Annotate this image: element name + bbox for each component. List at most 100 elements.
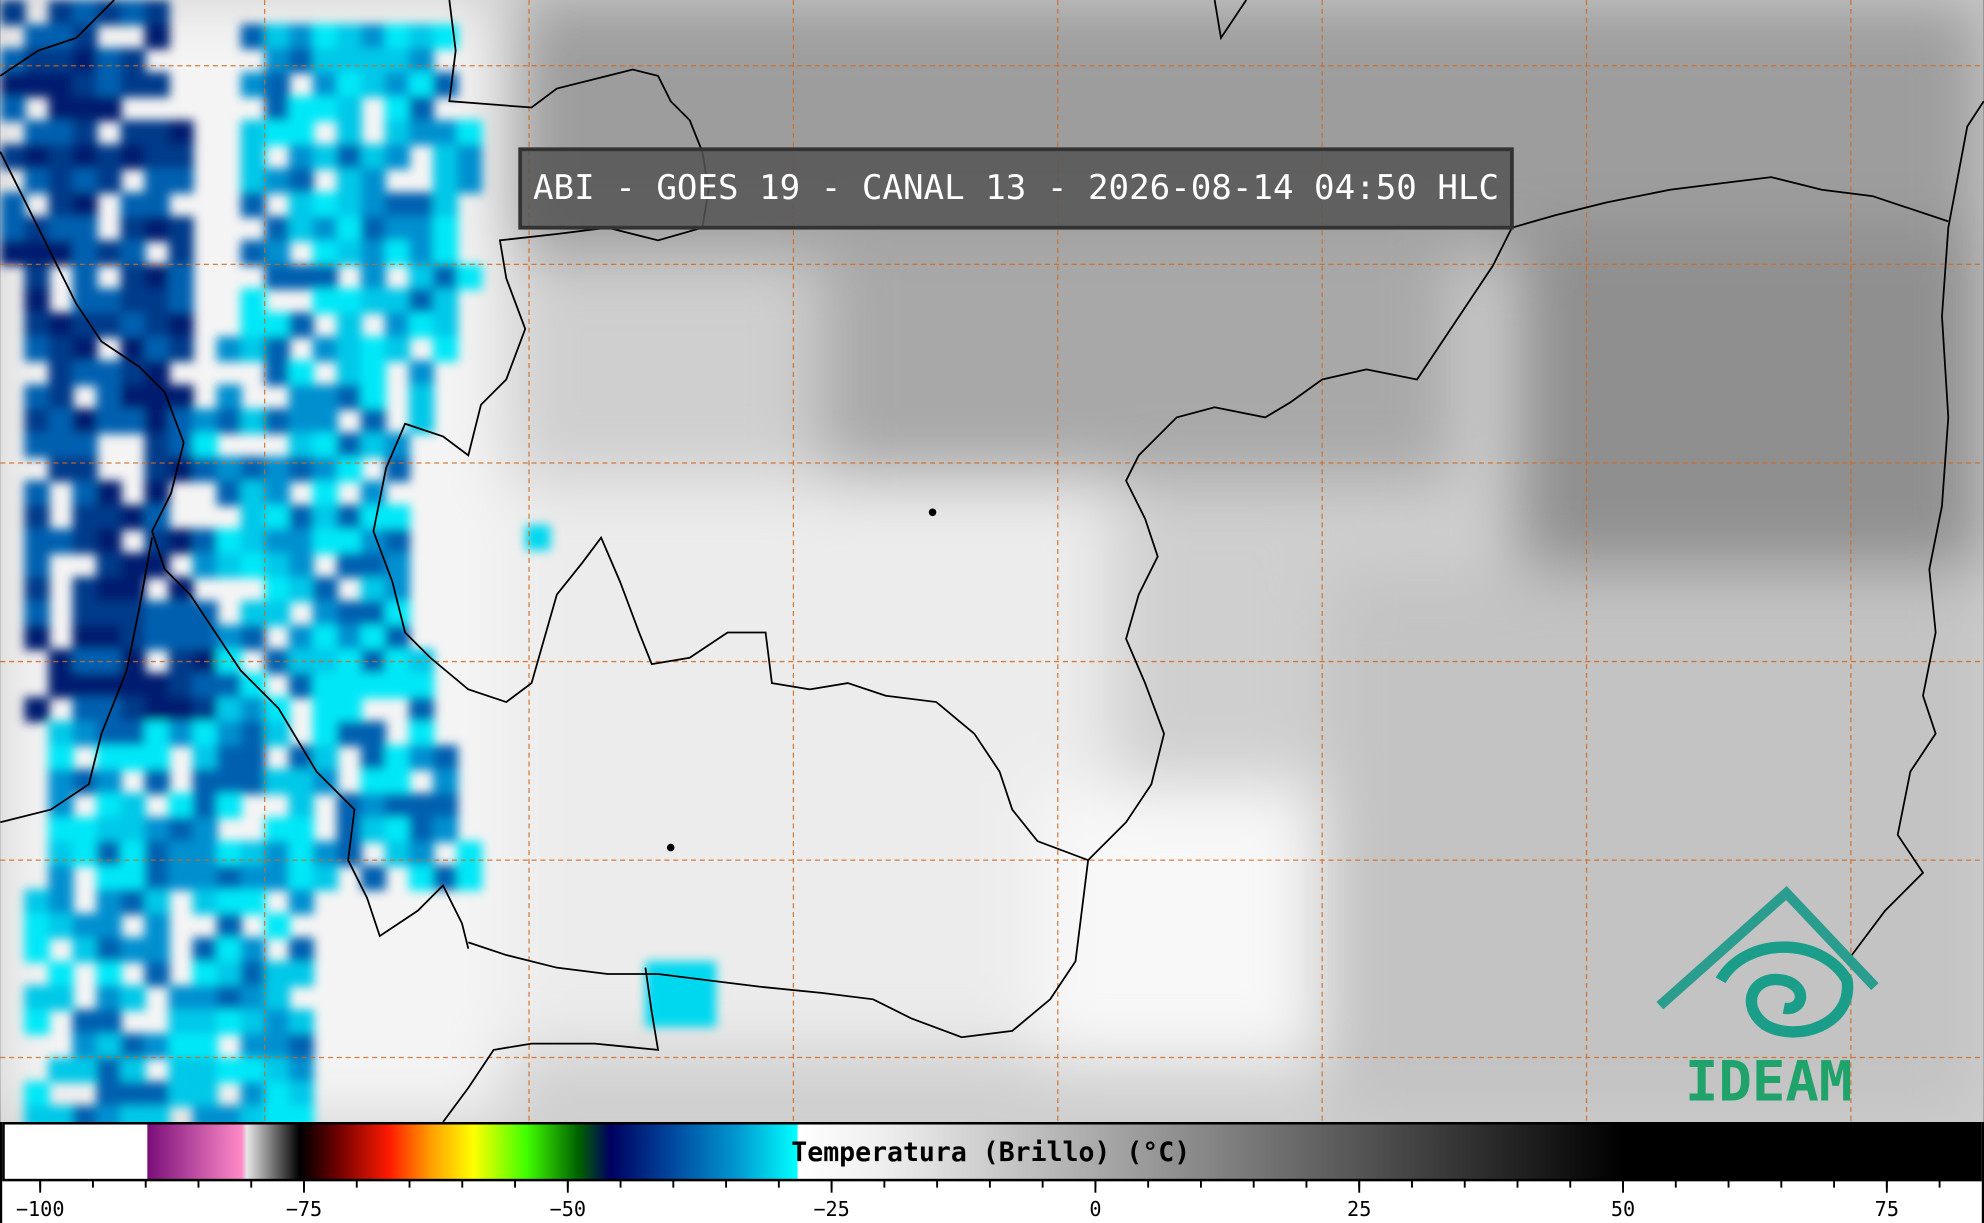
cloud-pixel <box>24 913 50 939</box>
logo: IDEAM <box>1656 886 1879 1114</box>
cloud-pixel <box>432 72 459 98</box>
cloud-pixel <box>360 24 387 50</box>
cloud-pixel <box>408 96 435 122</box>
cloud-pixel <box>48 192 74 218</box>
cloud-pixel <box>24 24 50 50</box>
tick-label: 50 <box>1611 1197 1635 1221</box>
cloud-pixel <box>456 168 483 194</box>
cloud-pixel <box>264 168 290 194</box>
cloud-pixel <box>288 408 314 434</box>
cloud-pixel <box>360 817 387 843</box>
title: ABI - GOES 19 - CANAL 13 - 2026-08-14 04… <box>533 168 1499 208</box>
cloud-pixel <box>144 865 170 891</box>
tick-label: 25 <box>1347 1197 1371 1221</box>
cloud-pixel <box>24 384 50 410</box>
cloud-pixel <box>144 504 170 531</box>
cloud-pixel <box>264 769 290 795</box>
cloud-pixel <box>48 1105 74 1122</box>
cloud-pixel <box>24 408 50 434</box>
cloud-pixel <box>120 192 146 218</box>
cloud-pixel <box>312 216 339 242</box>
tick-label: 75 <box>1875 1197 1899 1221</box>
cloud-pixel <box>48 889 74 915</box>
cloud-pixel <box>240 240 266 266</box>
cloud-pixel <box>645 961 717 1028</box>
cloud-pixel <box>96 528 122 555</box>
cloud-pixel <box>336 144 363 170</box>
cloud-pixel <box>240 769 266 795</box>
cloud-pixel <box>96 624 122 651</box>
cloud-pixel <box>264 336 290 362</box>
cloud-pixel <box>24 528 50 555</box>
cloud-pixel <box>144 24 170 50</box>
cloud-pixel <box>408 240 435 266</box>
cloud-pixel <box>72 504 98 531</box>
cloud-pixel <box>384 552 411 579</box>
cloud-pixel <box>312 240 339 266</box>
cloud-pixel <box>240 480 266 506</box>
cloud-pixel <box>360 600 387 627</box>
colorbar-ticks: −100 −75 −50 −25 0 25 50 75 <box>16 1180 1941 1221</box>
cloud-pixel <box>288 552 314 579</box>
satellite-map: ABI - GOES 19 - CANAL 13 - 2026-08-14 04… <box>0 0 1984 1122</box>
cloud-pixel <box>336 672 363 699</box>
cloud-pixel <box>48 336 74 362</box>
cloud-pixel <box>336 96 363 122</box>
cloud-pixel <box>168 264 194 290</box>
cloud-pixel <box>168 721 194 747</box>
cloud-pixel <box>144 144 170 170</box>
cloud-pixel <box>192 1057 218 1083</box>
cloud-pixel <box>192 865 218 891</box>
cloud-pixel <box>144 817 170 843</box>
cloud-pixel <box>360 576 387 603</box>
cloud-pixel <box>96 72 122 98</box>
cloud-pixel <box>384 504 411 531</box>
cloud-pixel <box>72 600 98 627</box>
tick-label: −25 <box>813 1197 849 1221</box>
cloud-pixel <box>432 216 459 242</box>
cloud-pixel <box>24 1009 50 1035</box>
cloud-pixel <box>216 793 242 819</box>
cloud-pixel <box>144 408 170 434</box>
cloud-pixel <box>72 360 98 386</box>
cloud-pixel <box>312 456 339 482</box>
cloud-pixel <box>288 1057 314 1083</box>
cloud-pixel <box>336 696 363 723</box>
cloud-pixel <box>96 576 122 603</box>
cloud-pixel <box>312 576 339 603</box>
cloud-pixel <box>336 384 363 410</box>
cloud-pixel <box>96 168 122 194</box>
cloud-pixel <box>120 985 146 1011</box>
cloud-pixel <box>192 696 218 723</box>
cloud-pixel <box>408 216 435 242</box>
cloud-pixel <box>264 600 290 627</box>
cloud-pixel <box>240 961 266 987</box>
cloud-pixel <box>24 937 50 963</box>
cloud-pixel <box>288 312 314 338</box>
cloud-pixel <box>264 961 290 987</box>
cloud-pixel <box>48 528 74 555</box>
cloud-pixel <box>24 120 50 146</box>
cloud-pixel <box>48 865 74 891</box>
cloud-pixel <box>288 937 314 963</box>
cloud-pixel <box>432 865 459 891</box>
cloud-pixel <box>192 1033 218 1059</box>
cloud-pixel <box>168 216 194 242</box>
cloud-pixel <box>72 72 98 98</box>
cloud-pixel <box>312 696 339 723</box>
cloud-pixel <box>192 1081 218 1107</box>
cloud-pixel <box>24 336 50 362</box>
cloud-pixel <box>120 48 146 74</box>
cloud-pixel <box>96 1057 122 1083</box>
cloud-pixel <box>312 480 339 506</box>
cloud-pixel <box>384 288 411 314</box>
cloud-pixel <box>72 576 98 603</box>
cloud-pixel <box>120 745 146 771</box>
cloud-pixel <box>120 552 146 579</box>
cloud-pixel <box>312 672 339 699</box>
cloud-pixel <box>120 312 146 338</box>
cloud-pixel <box>120 1033 146 1059</box>
cloud-pixel <box>144 168 170 194</box>
cloud-pixel <box>96 961 122 987</box>
cloud-pixel <box>120 408 146 434</box>
